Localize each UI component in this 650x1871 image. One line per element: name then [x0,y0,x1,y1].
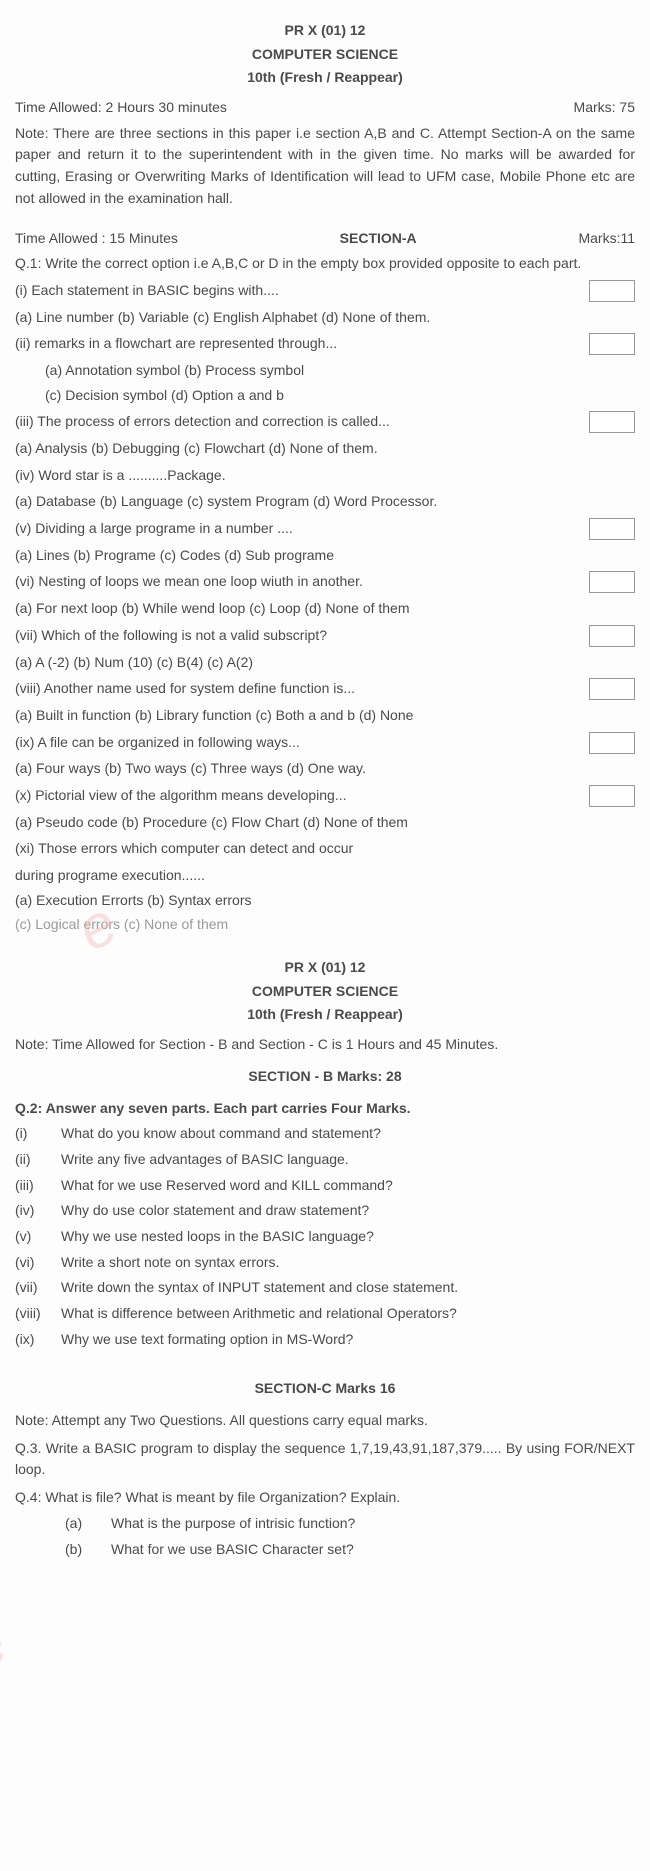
question-stem: (vi) Nesting of loops we mean one loop w… [15,571,635,593]
answer-box[interactable] [589,732,635,754]
part-text: Why we use text formating option in MS-W… [61,1329,635,1351]
part-text: Write a short note on syntax errors. [61,1252,635,1274]
part-text: Write any five advantages of BASIC langu… [61,1149,635,1171]
part-row: (vii)Write down the syntax of INPUT stat… [15,1277,635,1299]
q4a-num: (a) [65,1513,111,1535]
question-stem: (iii) The process of errors detection an… [15,411,635,433]
part-text: Write down the syntax of INPUT statement… [61,1277,635,1299]
note-section-bc: Note: Time Allowed for Section - B and S… [15,1034,635,1056]
header-sub: 10th (Fresh / Reappear) [15,67,635,89]
question-stem: (ii) remarks in a flowchart are represen… [15,333,635,355]
q4b-text: What for we use BASIC Character set? [111,1539,635,1561]
time-allowed: Time Allowed: 2 Hours 30 minutes [15,97,227,119]
note-main: Note: There are three sections in this p… [15,123,635,210]
answer-box[interactable] [589,280,635,302]
part-text: Why we use nested loops in the BASIC lan… [61,1226,635,1248]
question-stem: (xi) Those errors which computer can det… [15,838,635,860]
option-line: (a) Database (b) Language (c) system Pro… [15,491,635,513]
option-line: (a) Lines (b) Programe (c) Codes (d) Sub… [15,545,635,567]
header-title: COMPUTER SCIENCE [15,44,635,66]
part-row: (v)Why we use nested loops in the BASIC … [15,1226,635,1248]
part-num: (iii) [15,1175,61,1197]
part-num: (vi) [15,1252,61,1274]
question-stem: (i) Each statement in BASIC begins with.… [15,280,635,302]
marks-total: Marks: 75 [574,97,635,119]
header2-code: PR X (01) 12 [15,957,635,979]
q4-text: Q.4: What is file? What is meant by file… [15,1487,635,1509]
part-num: (i) [15,1123,61,1145]
part-text: Why do use color statement and draw stat… [61,1200,635,1222]
part-num: (viii) [15,1303,61,1325]
option-line: (a) For next loop (b) While wend loop (c… [15,598,635,620]
option-line: (a) Line number (b) Variable (c) English… [15,307,635,329]
q4a-text: What is the purpose of intrisic function… [111,1513,635,1535]
part-text: What for we use Reserved word and KILL c… [61,1175,635,1197]
option-line: (a) A (-2) (b) Num (10) (c) B(4) (c) A(2… [15,652,635,674]
question-stem-cont: during programe execution...... [15,865,635,887]
q4b-num: (b) [65,1539,111,1561]
option-line: (c) Logical errors (c) None of them [15,914,635,936]
option-line: (a) Analysis (b) Debugging (c) Flowchart… [15,438,635,460]
answer-box[interactable] [589,411,635,433]
option-line: (a) Built in function (b) Library functi… [15,705,635,727]
part-row: (i)What do you know about command and st… [15,1123,635,1145]
answer-box[interactable] [589,518,635,540]
part-row: (iv)Why do use color statement and draw … [15,1200,635,1222]
sectiona-marks: Marks:11 [578,228,635,250]
q1-instruction: Q.1: Write the correct option i.e A,B,C … [15,253,635,275]
sectionb-header: SECTION - B Marks: 28 [15,1066,635,1088]
q3-text: Q.3. Write a BASIC program to display th… [15,1438,635,1481]
part-num: (v) [15,1226,61,1248]
part-row: (vi)Write a short note on syntax errors. [15,1252,635,1274]
part-num: (ii) [15,1149,61,1171]
option-line: (a) Execution Errorts (b) Syntax errors [15,890,635,912]
part-num: (iv) [15,1200,61,1222]
question-stem: (vii) Which of the following is not a va… [15,625,635,647]
question-stem: (v) Dividing a large programe in a numbe… [15,518,635,540]
part-num: (ix) [15,1329,61,1351]
sectiona-time: Time Allowed : 15 Minutes [15,228,178,250]
answer-box[interactable] [589,571,635,593]
sectiona-label: SECTION-A [340,228,417,250]
answer-box[interactable] [589,625,635,647]
option-line: (a) Annotation symbol (b) Process symbol [15,360,635,382]
part-text: What is difference between Arithmetic an… [61,1303,635,1325]
option-line: (a) Four ways (b) Two ways (c) Three way… [15,758,635,780]
question-stem: (iv) Word star is a ..........Package. [15,465,635,487]
header2-sub: 10th (Fresh / Reappear) [15,1004,635,1026]
part-row: (viii)What is difference between Arithme… [15,1303,635,1325]
header-code: PR X (01) 12 [15,20,635,42]
question-stem: (ix) A file can be organized in followin… [15,732,635,754]
question-stem: (x) Pictorial view of the algorithm mean… [15,785,635,807]
option-line: (a) Pseudo code (b) Procedure (c) Flow C… [15,812,635,834]
sectionc-header: SECTION-C Marks 16 [15,1378,635,1400]
part-row: (iii)What for we use Reserved word and K… [15,1175,635,1197]
answer-box[interactable] [589,785,635,807]
answer-box[interactable] [589,333,635,355]
question-stem: (viii) Another name used for system defi… [15,678,635,700]
header2-title: COMPUTER SCIENCE [15,981,635,1003]
answer-box[interactable] [589,678,635,700]
part-row: (ix)Why we use text formating option in … [15,1329,635,1351]
part-num: (vii) [15,1277,61,1299]
part-text: What do you know about command and state… [61,1123,635,1145]
option-line: (c) Decision symbol (d) Option a and b [15,385,635,407]
q2-instruction: Q.2: Answer any seven parts. Each part c… [15,1098,635,1120]
sectionc-note: Note: Attempt any Two Questions. All que… [15,1410,635,1432]
part-row: (ii)Write any five advantages of BASIC l… [15,1149,635,1171]
